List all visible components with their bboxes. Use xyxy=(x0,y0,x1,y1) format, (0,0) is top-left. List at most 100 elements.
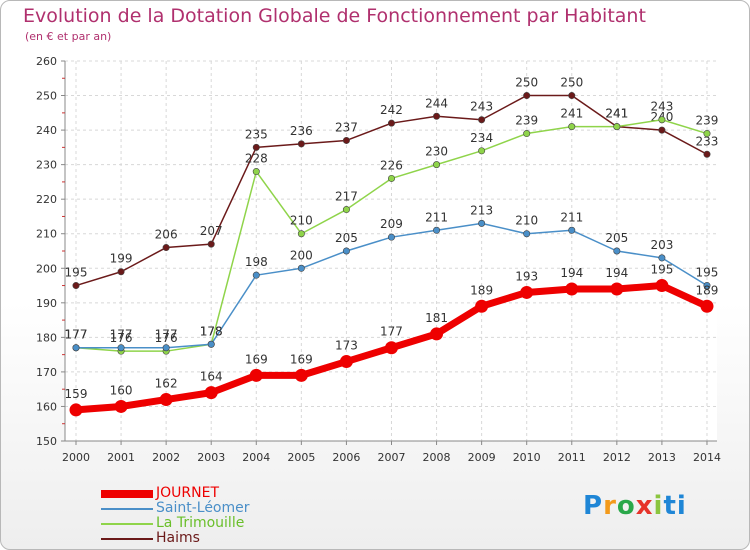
data-point xyxy=(387,119,395,127)
data-label: 199 xyxy=(110,252,133,266)
legend-label: Saint-Léomer xyxy=(156,500,250,516)
data-label: 177 xyxy=(65,328,88,342)
data-point xyxy=(207,340,215,348)
data-label: 243 xyxy=(650,100,673,114)
data-point xyxy=(117,268,125,276)
data-point xyxy=(433,226,441,234)
data-point xyxy=(117,344,125,352)
data-label: 241 xyxy=(605,107,628,121)
data-point xyxy=(252,143,260,151)
data-label: 242 xyxy=(380,103,403,117)
data-point xyxy=(610,282,624,296)
data-label: 203 xyxy=(650,238,673,252)
data-label: 176 xyxy=(155,331,178,345)
data-point xyxy=(433,112,441,120)
data-point xyxy=(249,368,263,382)
legend-swatch xyxy=(101,522,153,525)
data-label: 241 xyxy=(560,107,583,121)
legend-item: La Trimouille xyxy=(101,516,250,531)
y-tick-label: 260 xyxy=(36,55,57,68)
x-tick-label: 2007 xyxy=(377,451,405,464)
chart-subtitle: (en € et par an) xyxy=(25,30,112,43)
legend-label: JOURNET xyxy=(156,485,219,501)
data-point xyxy=(478,116,486,124)
data-label: 195 xyxy=(696,266,719,280)
x-tick-label: 2000 xyxy=(62,451,90,464)
data-point xyxy=(297,140,305,148)
data-label: 178 xyxy=(200,324,223,338)
data-label: 177 xyxy=(65,328,88,342)
data-label: 189 xyxy=(470,283,493,297)
data-point xyxy=(568,92,576,100)
chart-title: Evolution de la Dotation Globale de Fonc… xyxy=(23,5,646,27)
x-tick-label: 2005 xyxy=(287,451,315,464)
data-point xyxy=(339,355,353,369)
data-label: 210 xyxy=(515,214,538,228)
data-label: 226 xyxy=(380,158,403,172)
data-label: 230 xyxy=(425,145,448,159)
legend-label: Haims xyxy=(156,530,200,546)
x-tick-label: 2001 xyxy=(107,451,135,464)
x-tick-label: 2013 xyxy=(648,451,676,464)
data-point xyxy=(475,299,489,313)
data-label: 198 xyxy=(245,255,268,269)
data-label: 173 xyxy=(335,339,358,353)
legend-swatch xyxy=(101,489,153,498)
data-label: 164 xyxy=(200,370,223,384)
data-label: 211 xyxy=(560,210,583,224)
data-point xyxy=(72,344,80,352)
data-label: 159 xyxy=(65,387,88,401)
data-point xyxy=(162,344,170,352)
y-tick-label: 150 xyxy=(36,435,57,448)
data-label: 189 xyxy=(696,283,719,297)
data-label: 194 xyxy=(560,266,583,280)
x-tick-label: 2012 xyxy=(603,451,631,464)
data-label: 237 xyxy=(335,120,358,134)
legend-item: Saint-Léomer xyxy=(101,501,250,516)
data-label: 244 xyxy=(425,96,448,110)
data-label: 211 xyxy=(425,210,448,224)
data-point xyxy=(297,264,305,272)
data-label: 205 xyxy=(605,231,628,245)
data-point xyxy=(568,123,576,131)
y-tick-label: 170 xyxy=(36,366,57,379)
data-point xyxy=(342,247,350,255)
data-point xyxy=(430,327,444,341)
data-label: 181 xyxy=(425,311,448,325)
data-label: 206 xyxy=(155,228,178,242)
data-label: 243 xyxy=(470,100,493,114)
data-label: 236 xyxy=(290,124,313,138)
data-point xyxy=(523,92,531,100)
legend-swatch xyxy=(101,507,153,510)
data-point xyxy=(114,399,128,413)
data-label: 205 xyxy=(335,231,358,245)
data-label: 193 xyxy=(515,269,538,283)
proxiti-logo: Proxiti xyxy=(583,491,687,521)
y-tick-label: 220 xyxy=(36,193,57,206)
y-tick-label: 250 xyxy=(36,90,57,103)
data-point xyxy=(294,368,308,382)
data-label: 207 xyxy=(200,224,223,238)
data-point xyxy=(252,168,260,176)
x-tick-label: 2011 xyxy=(558,451,586,464)
data-point xyxy=(162,244,170,252)
y-tick-label: 240 xyxy=(36,124,57,137)
data-label: 250 xyxy=(560,76,583,90)
data-label: 169 xyxy=(290,352,313,366)
data-label: 195 xyxy=(650,263,673,277)
data-point xyxy=(703,150,711,158)
data-point xyxy=(342,136,350,144)
legend-swatch xyxy=(101,537,153,540)
data-point xyxy=(69,403,83,417)
legend-item: Haims xyxy=(101,531,250,546)
data-point xyxy=(568,226,576,234)
x-tick-label: 2002 xyxy=(152,451,180,464)
data-point xyxy=(478,147,486,155)
series-saint-l-omer: 177 177 177 178 198 200 205 209 211 213 210 211 205 2… xyxy=(65,203,719,352)
data-point xyxy=(387,174,395,182)
data-point xyxy=(387,233,395,241)
y-tick-label: 160 xyxy=(36,400,57,413)
y-tick-label: 200 xyxy=(36,262,57,275)
